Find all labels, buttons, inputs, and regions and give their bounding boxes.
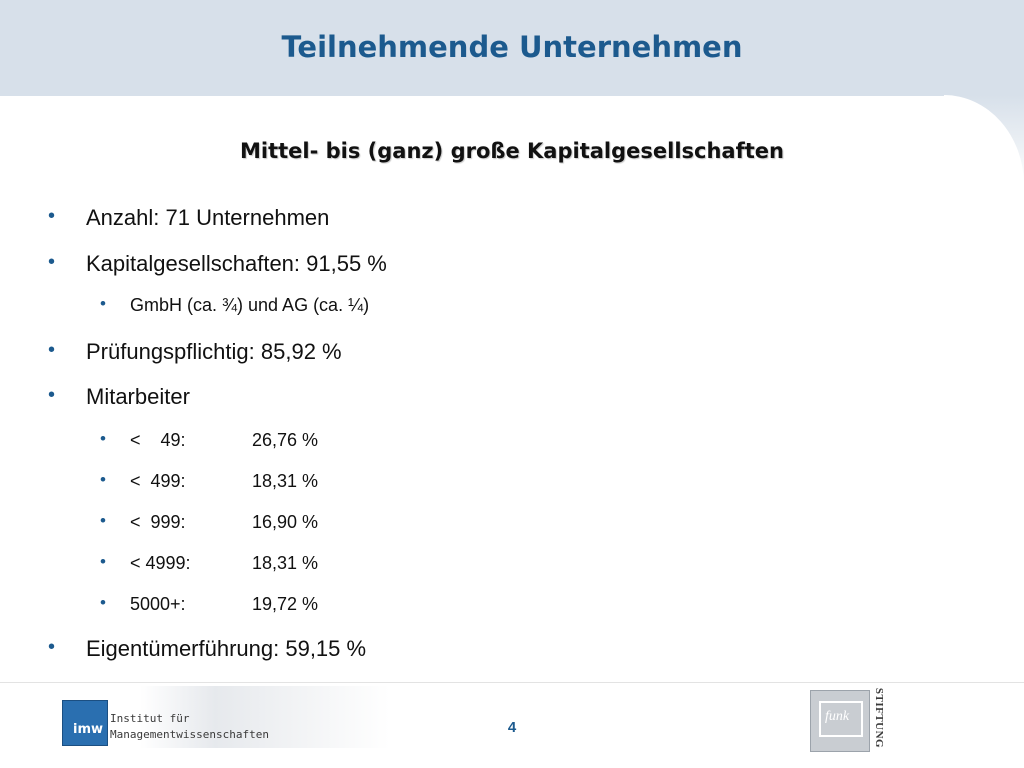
bullet-icon: •: [48, 636, 56, 658]
stiftung-label: STIFTUNG: [872, 687, 888, 752]
footer-divider: [0, 682, 1024, 683]
bullet-icon: •: [48, 205, 56, 227]
bullet-item-pruefungspflichtig: • Prüfungspflichtig: 85,92 %: [48, 339, 342, 365]
stiftung-text: STIFTUNG: [873, 687, 886, 749]
employee-share: 26,76 %: [252, 430, 319, 450]
bullet-text: GmbH (ca. ¾) und AG (ca. ¼): [130, 295, 370, 315]
sub-bullet-item-gmbh-ag: • GmbH (ca. ¾) und AG (ca. ¼): [100, 294, 370, 316]
bullet-text: Mitarbeiter: [86, 384, 190, 409]
employee-share: 18,31 %: [252, 471, 319, 491]
bullet-item-mitarbeiter: • Mitarbeiter: [48, 384, 190, 410]
institute-name-line1: Institut für: [110, 712, 190, 725]
bullet-icon: •: [100, 511, 106, 530]
sub-bullet-item-employees-4999: • < 4999: 18,31 %: [100, 552, 319, 574]
sub-bullet-item-employees-49: • < 49: 26,76 %: [100, 429, 319, 451]
sub-bullet-item-employees-5000-plus: • 5000+: 19,72 %: [100, 593, 319, 615]
sub-bullet-item-employees-999: • < 999: 16,90 %: [100, 511, 319, 533]
bullet-list: • Anzahl: 71 Unternehmen • Kapitalgesell…: [48, 205, 387, 662]
employee-range: < 999:: [130, 512, 186, 532]
slide-subtitle: Mittel- bis (ganz) große Kapitalgesellsc…: [240, 139, 784, 163]
employee-share: 18,31 %: [252, 553, 319, 573]
header-band: [0, 0, 1024, 96]
employee-range: 5000+:: [130, 594, 186, 614]
header-curve: [944, 95, 1024, 185]
bullet-icon: •: [48, 384, 56, 406]
funk-logo-frame: funk: [819, 701, 863, 737]
institute-name-line2: Managementwissenschaften: [110, 728, 269, 741]
bullet-icon: •: [48, 251, 56, 273]
bullet-text: Anzahl: 71 Unternehmen: [86, 205, 330, 230]
employee-share: 16,90 %: [252, 512, 319, 532]
bullet-item-anzahl: • Anzahl: 71 Unternehmen: [48, 205, 330, 231]
funk-logo: funk: [810, 690, 870, 752]
bullet-text: Eigentümerführung: 59,15 %: [86, 636, 367, 661]
page-number: 4: [507, 719, 517, 736]
employee-range: < 4999:: [130, 553, 191, 573]
bullet-text: Kapitalgesellschaften: 91,55 %: [86, 251, 387, 276]
bullet-item-kapitalgesellschaften: • Kapitalgesellschaften: 91,55 %: [48, 251, 387, 277]
bullet-icon: •: [100, 552, 106, 571]
bullet-icon: •: [100, 429, 106, 448]
institute-name: Institut für Managementwissenschaften: [110, 711, 269, 743]
bullet-icon: •: [100, 294, 106, 313]
bullet-icon: •: [100, 470, 106, 489]
footer-building-image: [140, 686, 390, 748]
employee-range: < 499:: [130, 471, 186, 491]
sub-bullet-item-employees-499: • < 499: 18,31 %: [100, 470, 319, 492]
funk-logo-text: funk: [825, 709, 850, 724]
slide-title: Teilnehmende Unternehmen: [281, 30, 743, 64]
bullet-text: Prüfungspflichtig: 85,92 %: [86, 339, 342, 364]
employee-range: < 49:: [130, 430, 186, 450]
imw-logo-text: imw: [73, 722, 104, 737]
bullet-icon: •: [100, 593, 106, 612]
employee-share: 19,72 %: [252, 594, 319, 614]
imw-logo: imw: [62, 700, 108, 746]
bullet-item-eigentuemerfuehrung: • Eigentümerführung: 59,15 %: [48, 636, 367, 662]
bullet-icon: •: [48, 339, 56, 361]
